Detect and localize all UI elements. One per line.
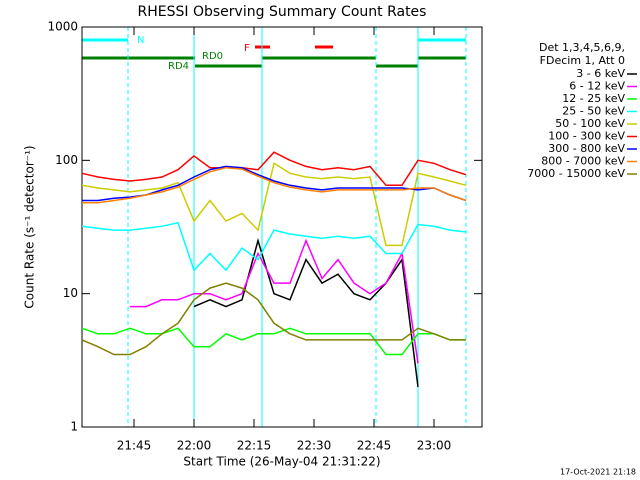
legend-label: 25 - 50 keV [562,105,625,118]
annotation: RD0 [202,51,223,62]
x-tick-label: 22:15 [237,439,272,453]
annotation: N [137,35,144,46]
y-tick-label: 1 [70,420,78,434]
series-line [81,162,467,247]
y-tick-label: 1000 [47,20,78,34]
x-axis-label: Start Time (26-May-04 21:31:22) [183,455,380,469]
legend-header: FDecim 1, Att 0 [540,54,625,67]
legend-label: 100 - 300 keV [548,130,625,143]
legend-label: 300 - 800 keV [548,142,625,155]
x-tick-label: 22:30 [297,439,332,453]
annotation: F [244,43,250,54]
x-tick-label: 22:00 [177,439,212,453]
series-line [81,327,466,356]
series-line [81,282,466,356]
x-tick-label: 23:00 [417,439,452,453]
legend-label: 7000 - 15000 keV [527,167,625,180]
legend-label: 3 - 6 keV [576,67,625,80]
series-line [82,166,467,204]
annotation: RD4 [168,61,189,72]
series-line [81,151,467,187]
y-tick-label: 10 [63,286,78,300]
x-tick-label: 21:45 [117,439,152,453]
legend-label: 800 - 7000 keV [541,155,625,168]
series-line [81,221,467,272]
legend-label: 6 - 12 keV [569,80,625,93]
y-axis-label: Count Rate (s⁻¹ detector⁻¹) [23,145,37,308]
legend-label: 50 - 100 keV [555,117,625,130]
series-line [193,237,419,387]
legend-header: Det 1,3,4,5,6,9, [539,41,625,54]
y-tick-label: 100 [55,153,78,167]
series-line [130,238,419,364]
footer: 17-Oct-2021 21:18 [560,468,636,477]
chart-title: RHESSI Observing Summary Count Rates [138,4,427,20]
legend-label: 12 - 25 keV [562,92,625,105]
x-tick-label: 22:45 [357,439,392,453]
